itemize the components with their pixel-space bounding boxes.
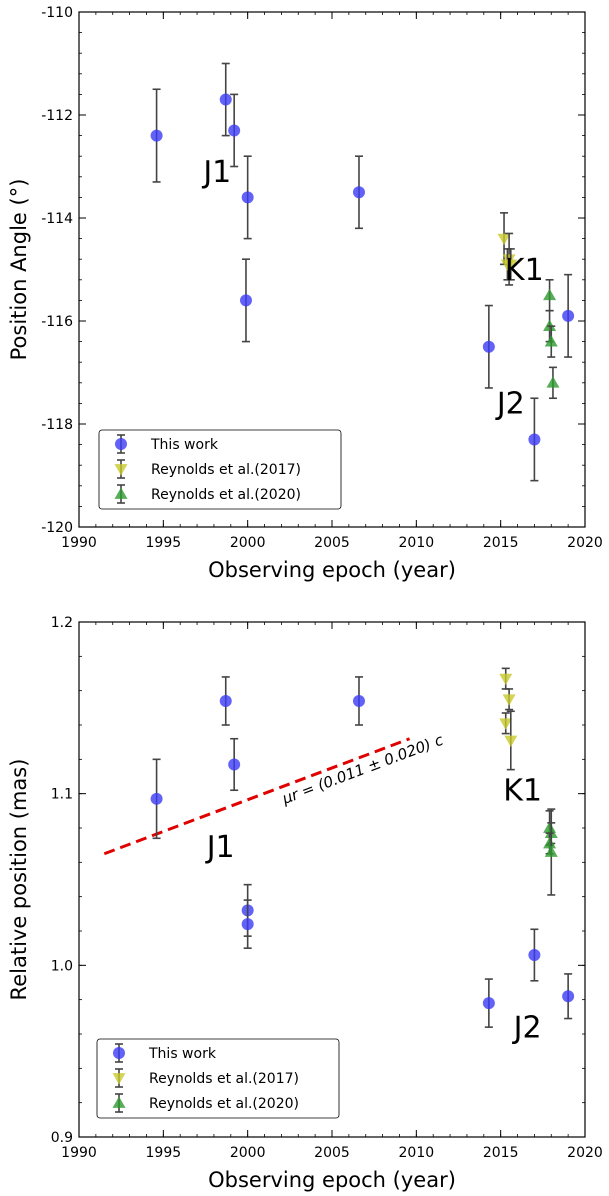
data-point-triangle-up [546, 376, 560, 388]
legend-marker-triangle-down [114, 464, 128, 476]
legend: This work Reynolds et al.(2017) Reynolds e… [98, 429, 342, 510]
position-angle-panel: 1990 1995 2000 2005 2010 2015 2020 -120 -118 -116… [7, 5, 603, 582]
data-point-triangle-down [497, 233, 511, 246]
legend-marker-triangle-up [112, 1096, 126, 1108]
data-point-triangle-up [543, 288, 557, 301]
data-point-circle [228, 124, 241, 137]
y-tick-label: -112 [41, 108, 73, 124]
data-point-triangle-down [502, 694, 516, 706]
x-tick-label: 2005 [314, 535, 350, 551]
x-tick-label: 2020 [567, 535, 603, 551]
y-tick-label: 1.0 [51, 958, 73, 974]
legend-label: Reynolds et al.(2017) [151, 462, 301, 478]
y-tick-label: -118 [41, 417, 73, 433]
legend-marker-circle [115, 438, 127, 450]
y-tick-label: -110 [41, 5, 73, 21]
y-tick-label: -116 [41, 314, 73, 330]
legend-marker-circle [113, 1047, 125, 1059]
fit-line-label: μr = (0.011 ± 0.020) c [279, 730, 447, 808]
legend: This work Reynolds et al.(2017) Reynolds e… [96, 1038, 340, 1119]
x-axis-label: Observing epoch (year) [208, 558, 456, 582]
data-point-triangle-down [499, 718, 513, 730]
data-point-circle [150, 129, 163, 142]
data-point-circle [482, 997, 495, 1010]
series-triangle-up [543, 278, 560, 400]
legend-label: Reynolds et al.(2020) [151, 487, 301, 503]
series-triangle-up [543, 808, 558, 896]
legend-label: This work [148, 1046, 217, 1062]
data-point-circle [219, 93, 232, 106]
legend-label: Reynolds et al.(2017) [149, 1071, 299, 1087]
annotation-j2: J2 [512, 1010, 542, 1045]
x-tick-label: 2000 [230, 1145, 266, 1161]
y-tick-label: 1.2 [51, 615, 73, 631]
annotation-j1: J1 [201, 155, 231, 190]
x-tick-label: 2005 [314, 1145, 350, 1161]
legend-marker-triangle-down [112, 1073, 126, 1085]
y-tick-label: -120 [41, 520, 73, 536]
data-point-circle [528, 433, 541, 446]
data-point-triangle-down [504, 735, 518, 747]
x-tick-label: 2000 [230, 535, 266, 551]
annotation-j2: J2 [495, 387, 525, 422]
data-point-circle [241, 918, 254, 931]
data-point-circle [239, 294, 252, 307]
x-tick-label: 2010 [399, 1145, 435, 1161]
relative-position-panel: 1990 1995 2000 2005 2010 2015 2020 0.9 1.0 1.1 1.2… [7, 615, 603, 1192]
legend-marker-triangle-up [114, 487, 128, 499]
annotation-k1: K1 [503, 774, 542, 809]
data-point-triangle-up [543, 836, 557, 849]
data-point-circle [241, 191, 254, 204]
data-point-circle [528, 949, 541, 962]
legend-label: This work [150, 437, 219, 453]
y-tick-label: 0.9 [51, 1130, 73, 1146]
y-axis-label: Relative position (mas) [7, 759, 31, 1001]
x-tick-label: 1995 [146, 1145, 182, 1161]
data-point-triangle-up [544, 845, 558, 857]
x-tick-label: 1990 [61, 535, 97, 551]
legend-label: Reynolds et al.(2020) [149, 1096, 299, 1112]
data-point-circle [562, 990, 575, 1003]
x-axis-label: Observing epoch (year) [208, 1168, 456, 1192]
series-triangle-down [499, 667, 518, 771]
data-point-circle [219, 694, 232, 707]
legend-box [98, 429, 342, 510]
data-point-circle [228, 758, 241, 771]
x-tick-label: 2015 [483, 535, 519, 551]
data-point-triangle-up [544, 335, 558, 347]
annotation-k1: K1 [505, 253, 544, 288]
x-tick-label: 2010 [399, 535, 435, 551]
x-tick-label: 2020 [567, 1145, 603, 1161]
data-point-triangle-up [543, 319, 557, 332]
data-point-triangle-down [504, 259, 518, 271]
x-tick-label: 1990 [61, 1145, 97, 1161]
legend-box [96, 1038, 340, 1119]
data-point-circle [562, 309, 575, 322]
fit-line [103, 737, 411, 856]
series-circle [150, 62, 575, 482]
y-axis-label: Position Angle (°) [7, 179, 31, 361]
data-point-circle [482, 340, 495, 353]
series-circle [150, 676, 575, 1028]
annotation-j1: J1 [205, 830, 235, 865]
data-point-circle [352, 694, 365, 707]
data-point-circle [352, 186, 365, 199]
x-tick-label: 2015 [483, 1145, 519, 1161]
x-tick-label: 1995 [146, 535, 182, 551]
data-point-triangle-down [499, 673, 513, 686]
data-point-circle [150, 792, 163, 805]
series-triangle-down [497, 212, 518, 286]
y-tick-label: -114 [41, 211, 73, 227]
y-tick-label: 1.1 [51, 787, 73, 803]
